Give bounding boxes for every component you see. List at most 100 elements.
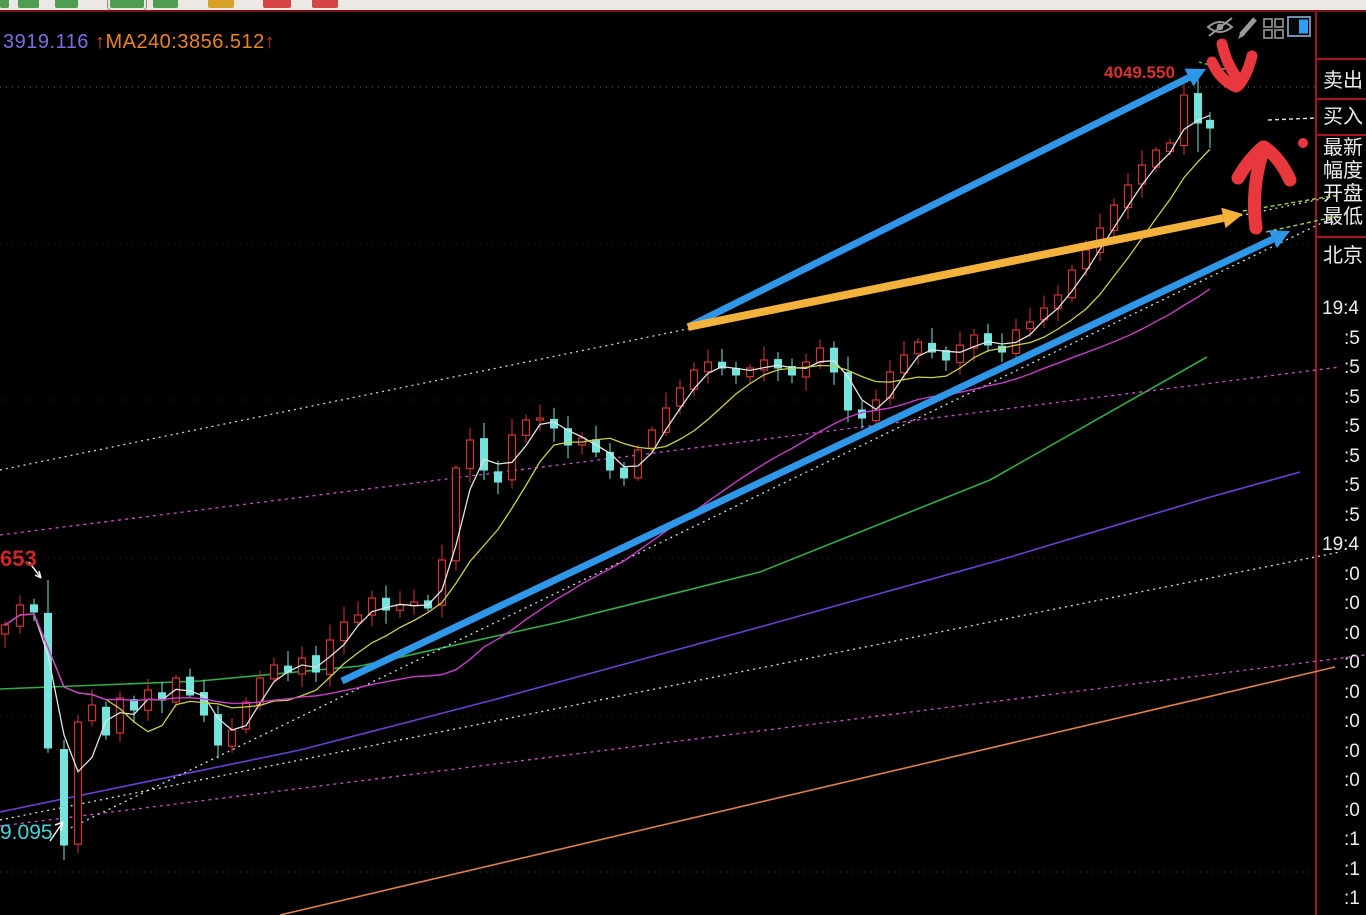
top-tab-stub-4[interactable] <box>153 0 178 8</box>
blue-trend-arrow-upper-head[interactable] <box>1184 68 1206 87</box>
candle-body <box>774 359 782 369</box>
candle-body <box>269 664 279 680</box>
candle-body <box>409 601 419 607</box>
green-ma-line <box>0 356 1208 690</box>
tick-time-item: :5 <box>1344 386 1360 408</box>
blue-trend-arrow-upper[interactable] <box>686 74 1191 331</box>
red-freehand-dot[interactable] <box>1298 138 1308 148</box>
red-freehand-arrow-down[interactable] <box>1232 50 1258 92</box>
candle-body <box>745 367 755 378</box>
candle-body <box>1123 184 1133 209</box>
red-freehand-arrow-up[interactable] <box>1247 147 1269 235</box>
candle-body <box>227 729 237 747</box>
annotation-arrow-to-high <box>38 570 42 579</box>
top-tab-stub-2[interactable] <box>55 0 78 8</box>
top-tab-stub-0[interactable] <box>0 0 9 8</box>
candle-body <box>703 361 713 373</box>
yellow-trend-arrow-head[interactable] <box>1221 207 1243 229</box>
yellow-trend-arrow[interactable] <box>687 214 1225 331</box>
price-label-low: 9.095 <box>0 821 53 844</box>
tick-time-item: :5 <box>1344 475 1360 496</box>
grid-layout-icon[interactable] <box>1274 18 1284 28</box>
tick-time-item: :1 <box>1344 829 1360 850</box>
ma240-value: MA240:3856.512 <box>105 31 265 53</box>
draw-pencil-icon[interactable] <box>1239 17 1257 37</box>
top-tab-stub-7[interactable] <box>312 0 338 8</box>
candle-body <box>382 597 390 611</box>
candle-body <box>955 344 965 364</box>
sidebar-info-0: 最新 <box>1323 137 1363 159</box>
red-freehand-arrow-up[interactable] <box>1257 140 1297 187</box>
candle-body <box>661 407 671 433</box>
sidebar-buy-row[interactable]: 买入 <box>1323 106 1363 128</box>
candle-body <box>620 467 628 479</box>
candle-body <box>984 333 992 346</box>
magenta-channel-upper-dotted <box>0 366 1341 536</box>
candle-body <box>451 467 461 562</box>
magenta-channel-lower-dotted <box>0 654 1366 827</box>
grid-layout-icon[interactable] <box>1263 18 1273 28</box>
candle-body <box>998 345 1006 353</box>
red-freehand-arrow-up[interactable] <box>1231 140 1270 185</box>
candle-body <box>143 689 153 711</box>
candle-body <box>1011 329 1021 354</box>
candle-body <box>871 399 881 422</box>
sidebar-sell-row[interactable]: 卖出 <box>1323 70 1363 92</box>
visibility-icon[interactable] <box>1208 17 1233 37</box>
red-freehand-arrow-down[interactable] <box>1206 56 1242 93</box>
candle-body <box>102 706 110 736</box>
candle-body <box>437 559 447 606</box>
tick-time-item: :0 <box>1344 740 1360 762</box>
visibility-icon[interactable] <box>1206 21 1234 33</box>
blue-trend-arrow-lower-head[interactable] <box>1268 230 1290 249</box>
candle-body <box>87 704 97 722</box>
candle-body <box>913 341 923 355</box>
annotation-arrow-to-low <box>49 821 64 842</box>
trendline-lower-dotted <box>59 215 1337 834</box>
candle-body <box>885 371 895 399</box>
candle-body <box>507 434 517 481</box>
ma-line-magenta <box>4 288 1211 705</box>
annotation-arrow-to-low <box>60 821 64 832</box>
candle-body <box>1165 142 1175 153</box>
sidebar-info-3: 最低 <box>1323 206 1363 228</box>
split-view-icon[interactable] <box>1299 19 1308 34</box>
candle-body <box>214 714 222 746</box>
candle-body <box>606 451 614 471</box>
candle-body <box>550 418 558 429</box>
candle-body <box>1039 307 1049 321</box>
price-label-peak: 4049.550 <box>1104 63 1175 82</box>
draw-pencil-icon[interactable] <box>1238 31 1245 39</box>
candle-body <box>255 677 265 706</box>
candle-body <box>367 597 377 616</box>
visibility-icon[interactable] <box>1216 23 1224 31</box>
buy-price-dashed-line <box>1267 117 1317 121</box>
candle-body <box>1109 204 1119 232</box>
ma-fast-value: 3919.116 <box>3 31 89 53</box>
top-divider-line <box>0 10 1366 12</box>
tick-time-item: :0 <box>1344 622 1360 644</box>
candle-body <box>942 350 950 361</box>
ma240-orange-line <box>279 666 1336 915</box>
candle-body <box>130 699 138 711</box>
candle-body <box>801 361 811 378</box>
top-tab-stub-5[interactable] <box>208 0 234 8</box>
split-view-icon[interactable] <box>1287 16 1311 37</box>
tick-time-item: :5 <box>1344 416 1360 437</box>
top-tab-stub-6[interactable] <box>263 0 291 8</box>
channel-line-upper-dotted <box>0 195 1337 471</box>
top-tab-stub-1[interactable] <box>18 0 39 8</box>
candle-body <box>171 677 181 703</box>
candle-body <box>325 639 335 675</box>
grid-layout-icon[interactable] <box>1274 29 1284 39</box>
candle-body <box>1067 269 1077 299</box>
grid-layout-icon[interactable] <box>1263 29 1273 39</box>
tick-time-item: 19:4 <box>1322 298 1359 319</box>
ma-line-white <box>4 114 1211 773</box>
red-freehand-arrow-down[interactable] <box>1216 38 1245 86</box>
sidebar-separator <box>1317 236 1366 238</box>
blue-trend-arrow-lower[interactable] <box>340 235 1275 685</box>
top-tab-stub-3[interactable] <box>107 0 147 11</box>
